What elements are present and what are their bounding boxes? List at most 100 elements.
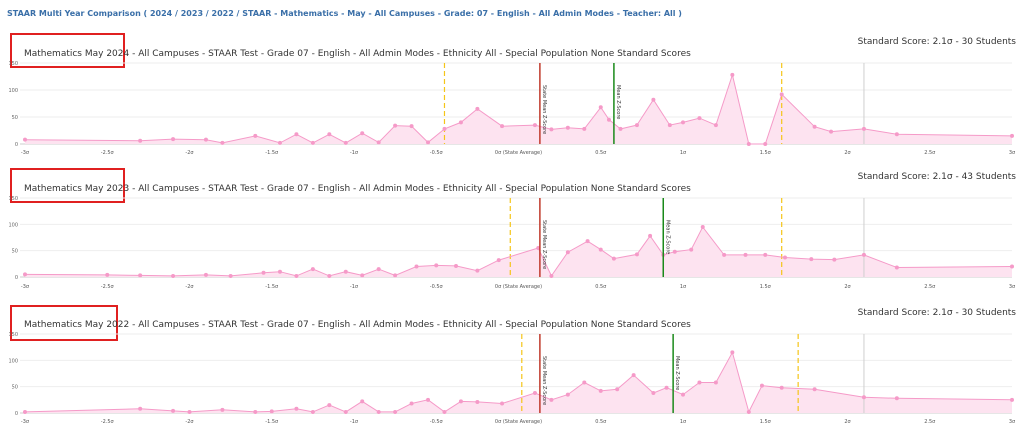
x-tick-label: 3σ (1009, 419, 1016, 425)
data-point (138, 273, 143, 278)
y-tick-label: 0 (15, 142, 18, 148)
x-tick-label: -2.5σ (101, 150, 115, 156)
data-point (861, 126, 866, 131)
data-point (442, 126, 447, 131)
state-mean-line-label: State Mean Z-Score (541, 356, 547, 405)
data-point (746, 409, 751, 414)
y-tick-label: 100 (8, 222, 18, 228)
y-tick-label: 100 (8, 358, 18, 364)
data-point (434, 263, 439, 268)
data-point (458, 120, 463, 125)
data-point (310, 409, 315, 414)
data-point (582, 380, 587, 385)
x-tick-label: 0σ (State Average) (495, 284, 542, 290)
data-point (171, 273, 176, 278)
x-tick-label: 2σ (844, 419, 851, 425)
data-point (681, 120, 685, 125)
data-point (171, 137, 176, 142)
data-point (634, 252, 639, 257)
chart-panel-3: Mathematics May 2022 - All Campuses - ST… (8, 305, 1016, 425)
data-point (812, 387, 817, 392)
x-tick-label: 0.5σ (595, 419, 607, 425)
chart-title: Mathematics May 2022 - All Campuses - ST… (24, 320, 691, 330)
data-point (1010, 397, 1014, 402)
mean-line-label: Mean Z-Score (674, 356, 680, 390)
data-point (743, 252, 748, 257)
data-point (294, 406, 299, 411)
data-point (763, 252, 768, 257)
data-point (409, 124, 414, 129)
data-point (763, 142, 768, 146)
data-point (327, 403, 332, 408)
data-point (500, 401, 505, 406)
x-tick-label: -2σ (185, 419, 194, 425)
x-tick-label: -2.5σ (101, 419, 115, 425)
data-point (681, 392, 685, 397)
series-area (25, 227, 1012, 277)
x-tick-label: -1.5σ (265, 150, 279, 156)
data-point (598, 105, 603, 110)
x-tick-label: -3σ (21, 419, 30, 425)
data-point (360, 399, 365, 404)
data-point (138, 406, 143, 411)
mean-line-label: Mean Z-Score (664, 220, 670, 254)
chart-title-details: - All Campuses - STAAR Test - Grade 07 -… (129, 184, 691, 194)
data-point (409, 401, 414, 406)
state-mean-line-label: State Mean Z-Score (541, 85, 547, 134)
chart-title-year: Mathematics May 2022 (24, 320, 129, 330)
x-tick-label: 1σ (680, 150, 687, 156)
data-point (598, 247, 603, 252)
data-point (759, 383, 764, 388)
data-point (631, 373, 636, 378)
x-tick-label: -0.5σ (430, 284, 444, 290)
data-point (203, 137, 208, 142)
data-point (618, 126, 623, 131)
data-point (782, 255, 787, 260)
data-point (532, 123, 537, 128)
data-point (689, 247, 694, 252)
x-tick-label: -3σ (21, 284, 30, 290)
x-tick-label: -1.5σ (265, 419, 279, 425)
data-point (343, 269, 348, 274)
x-tick-label: -3σ (21, 150, 30, 156)
data-point (615, 387, 620, 392)
data-point (360, 273, 365, 278)
chart-title-year: Mathematics May 2024 (24, 49, 130, 59)
x-tick-label: -2σ (185, 284, 194, 290)
data-point (310, 140, 315, 145)
x-tick-label: -2.5σ (101, 284, 115, 290)
data-point (23, 409, 27, 414)
data-point (426, 397, 431, 402)
x-tick-label: 2σ (844, 150, 851, 156)
chart-title-details: - All Campuses - STAAR Test - Grade 07 -… (129, 320, 691, 330)
data-point (277, 269, 282, 274)
data-point (310, 267, 315, 272)
data-point (582, 126, 587, 131)
x-tick-label: 1.5σ (760, 284, 772, 290)
data-point (343, 140, 348, 145)
x-tick-label: 2.5σ (924, 150, 936, 156)
data-point (829, 129, 834, 134)
series-area (25, 74, 1012, 144)
data-point (376, 409, 381, 414)
data-point (1010, 264, 1014, 269)
x-tick-label: -1σ (350, 419, 359, 425)
data-point (228, 273, 233, 278)
data-point (730, 350, 735, 355)
data-point (565, 250, 570, 255)
chart-title-details: - All Campuses - STAAR Test - Grade 07 -… (129, 49, 691, 59)
data-point (697, 116, 702, 121)
data-point (442, 409, 447, 414)
data-point (812, 124, 817, 129)
data-point (809, 257, 814, 262)
report-header: STAAR Multi Year Comparison ( 2024 / 202… (7, 9, 682, 18)
year-highlight-box (10, 305, 118, 341)
data-point (360, 131, 365, 136)
data-point (138, 138, 143, 143)
data-point (565, 125, 570, 130)
y-tick-label: 50 (12, 385, 18, 391)
x-tick-label: -1.5σ (265, 284, 279, 290)
data-point (585, 239, 590, 244)
y-tick-label: 50 (12, 249, 18, 255)
